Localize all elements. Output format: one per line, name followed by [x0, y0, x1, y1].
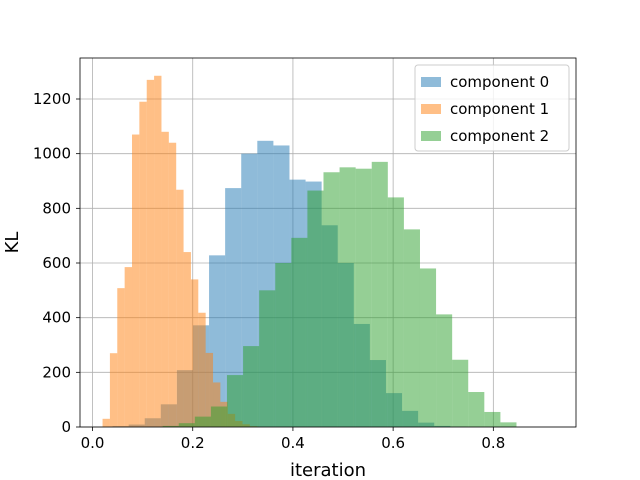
- histogram-bar: [291, 237, 308, 427]
- y-tick-label: 0: [61, 418, 71, 436]
- y-tick-label: 600: [42, 254, 71, 272]
- histogram-bar: [500, 422, 517, 427]
- histogram-bar: [355, 168, 372, 427]
- x-tick-label: 0.6: [381, 434, 405, 452]
- histogram-bar: [275, 263, 292, 427]
- legend-swatch: [421, 131, 441, 141]
- y-tick-label: 400: [42, 309, 71, 327]
- histogram-bar: [102, 418, 110, 427]
- histogram-bar: [205, 352, 214, 427]
- histogram-bar: [146, 79, 155, 427]
- histogram-bar: [183, 252, 191, 427]
- axes-frame: [79, 57, 577, 428]
- histogram-bar: [168, 142, 177, 427]
- x-tick-label: 0.8: [481, 434, 505, 452]
- legend-label: component 0: [450, 73, 549, 91]
- legend-swatch: [421, 77, 441, 87]
- histogram-bar: [468, 392, 485, 427]
- histogram-bar: [452, 359, 469, 427]
- histogram-bar: [226, 375, 244, 427]
- histogram-bar: [109, 353, 118, 427]
- y-tick-label: 1200: [33, 90, 71, 108]
- histogram-bar: [213, 382, 221, 427]
- histogram-bar: [176, 189, 184, 427]
- histogram-bar: [436, 314, 453, 427]
- histogram-bar: [307, 190, 324, 427]
- legend-box: [414, 64, 570, 152]
- histogram-bar: [154, 75, 162, 428]
- histogram-bar: [198, 312, 206, 427]
- histogram-bar: [387, 197, 404, 427]
- histogram-bar: [194, 416, 211, 427]
- histogram-bar: [484, 411, 501, 427]
- ticks: 0.0 0.2 0.4 0.6 0.8 0 200 400 600 800 1000 1200: [33, 90, 505, 452]
- x-axis-label: iteration: [290, 460, 366, 480]
- histogram-bar: [132, 134, 140, 428]
- histogram-bar: [124, 267, 133, 427]
- histogram-bar: [139, 101, 147, 427]
- histogram-bar: [178, 423, 195, 427]
- legend-label: component 1: [450, 100, 549, 118]
- histogram-bar: [323, 172, 340, 427]
- x-tick-label: 0.4: [281, 434, 305, 452]
- legend-label: component 2: [450, 127, 549, 145]
- y-axis-label: KL: [2, 232, 23, 254]
- histogram-bar: [161, 131, 169, 428]
- histogram-bar: [259, 290, 276, 427]
- histogram-bar: [339, 167, 356, 428]
- y-tick-label: 200: [42, 363, 71, 381]
- x-tick-label: 0.2: [181, 434, 205, 452]
- histogram-bar: [403, 229, 420, 427]
- histogram-bar: [162, 425, 179, 427]
- histogram-bar: [210, 406, 227, 427]
- y-tick-label: 1000: [33, 145, 71, 163]
- series-1-bars: [102, 75, 258, 428]
- series-2-bars: [162, 161, 517, 428]
- histogram-bars: [102, 75, 517, 428]
- histogram-bar: [190, 279, 199, 427]
- legend: component 0 component 1 component 2: [414, 64, 570, 152]
- histogram-bar: [243, 346, 260, 427]
- histogram-bar: [419, 268, 437, 427]
- histogram-bar: [117, 288, 125, 427]
- x-tick-label: 0.0: [81, 434, 105, 452]
- legend-swatch: [421, 104, 441, 114]
- histogram-bar: [225, 188, 242, 427]
- y-tick-label: 800: [42, 199, 71, 217]
- histogram-bar: [371, 161, 388, 427]
